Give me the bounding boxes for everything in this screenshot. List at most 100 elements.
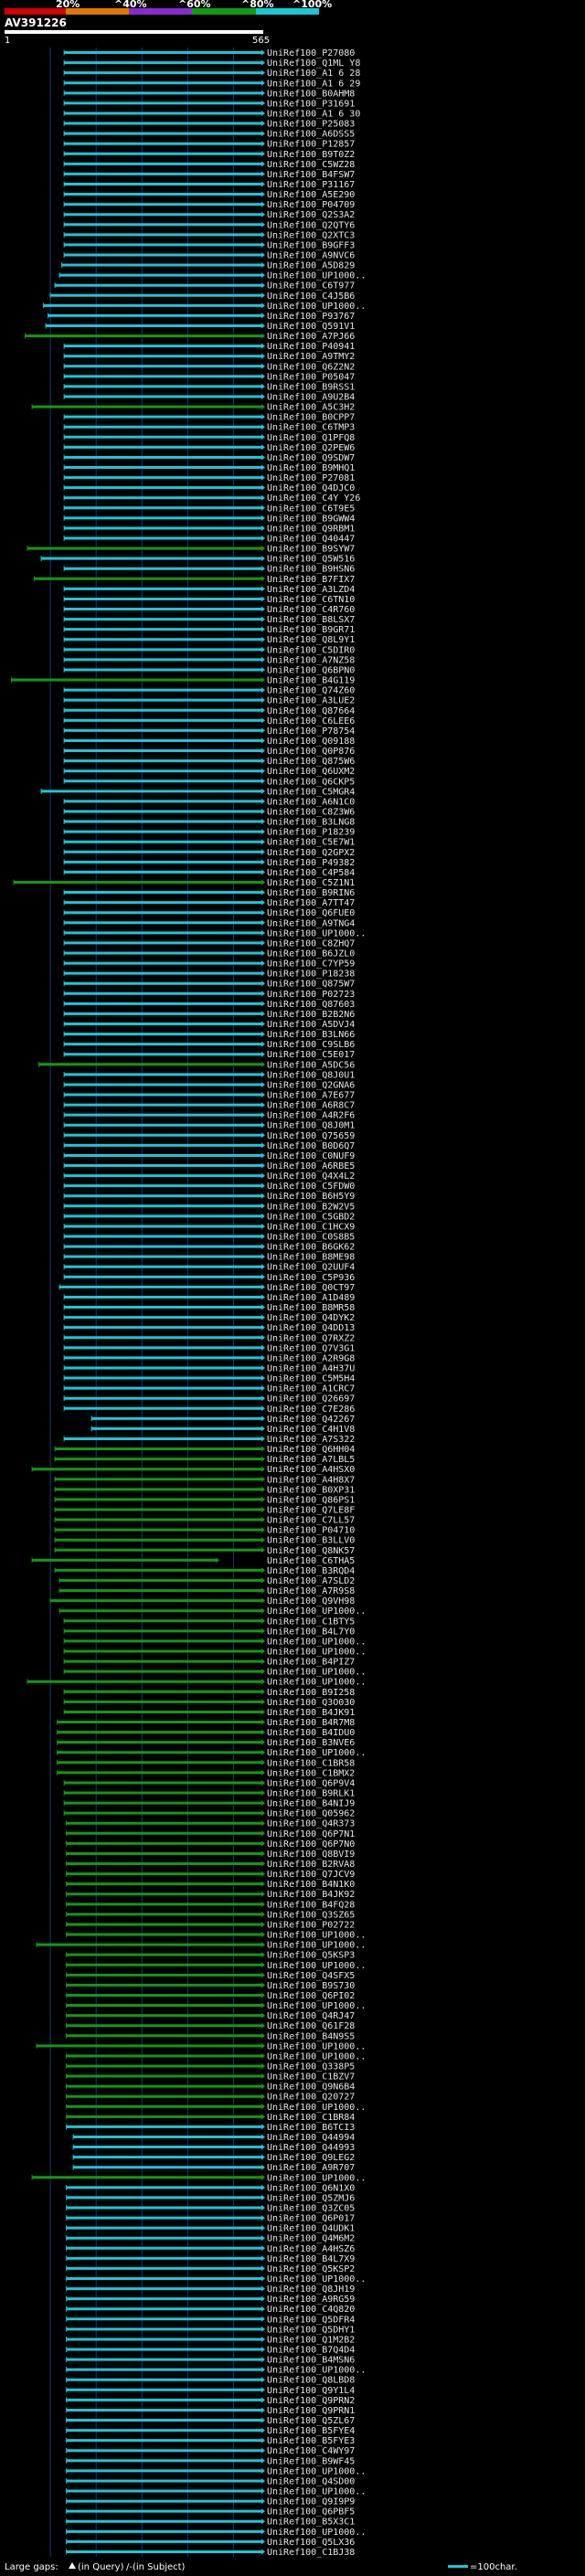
hit-label[interactable]: UniRef100_Q7JCV9 (267, 1870, 355, 1880)
hit-label[interactable]: UniRef100_Q2UUF4 (267, 1263, 355, 1273)
hit-label[interactable]: UniRef100_A4H37U (267, 1363, 355, 1373)
hit-label[interactable]: UniRef100_B3RQD4 (267, 1566, 355, 1576)
hit-label[interactable]: UniRef100_C6T9E5 (267, 504, 355, 514)
hit-label[interactable]: UniRef100_UP1000.. (267, 2051, 366, 2062)
hit-label[interactable]: UniRef100_A6DSS5 (267, 130, 355, 140)
hit-label[interactable]: UniRef100_A7R9S8 (267, 1586, 355, 1596)
hit-label[interactable]: UniRef100_C6T977 (267, 281, 355, 292)
hit-label[interactable]: UniRef100_UP1000.. (267, 1931, 366, 1941)
hit-label[interactable]: UniRef100_A5C3H2 (267, 403, 355, 413)
hit-label[interactable]: UniRef100_B9RIN6 (267, 888, 355, 898)
hit-label[interactable]: UniRef100_Q3SZ65 (267, 1910, 355, 1920)
hit-label[interactable]: UniRef100_B9S730 (267, 1981, 355, 1991)
hit-label[interactable]: UniRef100_Q9Y1L4 (267, 2386, 355, 2396)
hit-label[interactable]: UniRef100_P04710 (267, 1526, 355, 1536)
hit-label[interactable]: UniRef100_B5X3C1 (267, 2518, 355, 2528)
hit-label[interactable]: UniRef100_Q8LBD8 (267, 2376, 355, 2386)
hit-label[interactable]: UniRef100_P18238 (267, 970, 355, 980)
hit-label[interactable]: UniRef100_Q74Z60 (267, 686, 355, 696)
hit-label[interactable]: UniRef100_Q1ML Y8 (267, 58, 360, 69)
hit-label[interactable]: UniRef100_Q75659 (267, 1131, 355, 1141)
hit-label[interactable]: UniRef100_C8Z3W6 (267, 807, 355, 817)
hit-label[interactable]: UniRef100_B2B2N6 (267, 1010, 355, 1020)
hit-label[interactable]: UniRef100_C4Q820 (267, 2305, 355, 2315)
hit-label[interactable]: UniRef100_P40941 (267, 342, 355, 352)
hit-label[interactable]: UniRef100_C4Y Y26 (267, 493, 360, 504)
hit-label[interactable]: UniRef100_B8LSX7 (267, 615, 355, 625)
hit-label[interactable]: UniRef100_Q42267 (267, 1415, 355, 1425)
hit-label[interactable]: UniRef100_B4PIZ7 (267, 1658, 355, 1668)
hit-label[interactable]: UniRef100_C5E017 (267, 1050, 355, 1060)
hit-label[interactable]: UniRef100_Q338P5 (267, 2062, 355, 2072)
hit-label[interactable]: UniRef100_B4L7X9 (267, 2254, 355, 2264)
hit-label[interactable]: UniRef100_A7E677 (267, 1091, 355, 1101)
hit-label[interactable]: UniRef100_A1CRC7 (267, 1384, 355, 1394)
hit-label[interactable]: UniRef100_C1BZV7 (267, 2072, 355, 2083)
hit-label[interactable]: UniRef100_Q5W516 (267, 555, 355, 565)
hit-label[interactable]: UniRef100_P31691 (267, 99, 355, 109)
hit-label[interactable]: UniRef100_Q9LEG2 (267, 2153, 355, 2163)
hit-label[interactable]: UniRef100_A1 6 29 (267, 79, 360, 89)
hit-label[interactable]: UniRef100_Q9PRN1 (267, 2406, 355, 2416)
hit-label[interactable]: UniRef100_Q9N6B4 (267, 2083, 355, 2093)
hit-label[interactable]: UniRef100_UP1000.. (267, 928, 366, 938)
hit-label[interactable]: UniRef100_Q61F28 (267, 2021, 355, 2031)
hit-label[interactable]: UniRef100_UP1000.. (267, 1941, 366, 1951)
hit-label[interactable]: UniRef100_B6H5Y9 (267, 1192, 355, 1202)
hit-label[interactable]: UniRef100_B0AHM8 (267, 89, 355, 99)
hit-label[interactable]: UniRef100_A5D829 (267, 261, 355, 271)
hit-label[interactable]: UniRef100_B2RVA8 (267, 1860, 355, 1870)
hit-label[interactable]: UniRef100_B4MSN6 (267, 2356, 355, 2366)
hit-label[interactable]: UniRef100_Q6HH04 (267, 1445, 355, 1455)
hit-label[interactable]: UniRef100_B6JZL0 (267, 949, 355, 959)
hit-label[interactable]: UniRef100_Q6P7N0 (267, 1839, 355, 1850)
hit-label[interactable]: UniRef100_Q87664 (267, 706, 355, 716)
hit-label[interactable]: UniRef100_Q6PI02 (267, 1991, 355, 2001)
hit-label[interactable]: UniRef100_C7LL57 (267, 1516, 355, 1526)
hit-label[interactable]: UniRef100_P05047 (267, 372, 355, 382)
hit-label[interactable]: UniRef100_C5E7W1 (267, 838, 355, 848)
hit-label[interactable]: UniRef100_UP1000.. (267, 1748, 366, 1758)
hit-label[interactable]: UniRef100_P27081 (267, 473, 355, 483)
hit-label[interactable]: UniRef100_A9RG59 (267, 2295, 355, 2305)
hit-label[interactable]: UniRef100_Q6CKP5 (267, 777, 355, 787)
hit-label[interactable]: UniRef100_A1 6 28 (267, 69, 360, 79)
hit-label[interactable]: UniRef100_UP1000.. (267, 2103, 366, 2113)
hit-label[interactable]: UniRef100_A7S322 (267, 1435, 355, 1445)
hit-label[interactable]: UniRef100_Q7LE8F (267, 1505, 355, 1515)
hit-label[interactable]: UniRef100_UP1000.. (267, 2528, 366, 2538)
hit-label[interactable]: UniRef100_B4N1K0 (267, 1880, 355, 1890)
hit-label[interactable]: UniRef100_B4IDU0 (267, 1728, 355, 1738)
hit-label[interactable]: UniRef100_UP1000.. (267, 1668, 366, 1678)
hit-label[interactable]: UniRef100_Q8NK57 (267, 1546, 355, 1556)
hit-label[interactable]: UniRef100_Q6UXM2 (267, 767, 355, 777)
hit-label[interactable]: UniRef100_Q4RJ47 (267, 2011, 355, 2021)
hit-label[interactable]: UniRef100_A7TT47 (267, 898, 355, 908)
hit-label[interactable]: UniRef100_A4H8X7 (267, 1475, 355, 1485)
hit-label[interactable]: UniRef100_A4HSZ6 (267, 2244, 355, 2254)
hit-label[interactable]: UniRef100_Q09188 (267, 737, 355, 747)
hit-label[interactable]: UniRef100_B9I258 (267, 1688, 355, 1698)
hit-label[interactable]: UniRef100_B3LLV0 (267, 1536, 355, 1546)
hit-label[interactable]: UniRef100_B9GWW4 (267, 514, 355, 524)
hit-label[interactable]: UniRef100_C5MGR4 (267, 787, 355, 797)
hit-label[interactable]: UniRef100_Q2GNA6 (267, 1080, 355, 1090)
hit-label[interactable]: UniRef100_Q20727 (267, 2093, 355, 2103)
hit-label[interactable]: UniRef100_B9MHQ1 (267, 463, 355, 473)
hit-label[interactable]: UniRef100_Q6Z2N2 (267, 362, 355, 372)
hit-label[interactable]: UniRef100_C4WY97 (267, 2446, 355, 2456)
hit-label[interactable]: UniRef100_UP1000.. (267, 2466, 366, 2476)
hit-label[interactable]: UniRef100_Q5ZMJ6 (267, 2193, 355, 2203)
hit-label[interactable]: UniRef100_B4JK91 (267, 1708, 355, 1718)
hit-label[interactable]: UniRef100_B5FYE3 (267, 2436, 355, 2446)
hit-label[interactable]: UniRef100_P93767 (267, 312, 355, 322)
hit-label[interactable]: UniRef100_A7NZ58 (267, 655, 355, 665)
hit-label[interactable]: UniRef100_Q8JH19 (267, 2284, 355, 2295)
hit-label[interactable]: UniRef100_P25083 (267, 120, 355, 130)
hit-label[interactable]: UniRef100_Q87603 (267, 1000, 355, 1010)
hit-label[interactable]: UniRef100_C1BJ38 (267, 2548, 355, 2558)
hit-label[interactable]: UniRef100_Q7RXZ2 (267, 1333, 355, 1343)
hit-label[interactable]: UniRef100_Q875W7 (267, 980, 355, 990)
hit-label[interactable]: UniRef100_B3LNG8 (267, 818, 355, 828)
hit-label[interactable]: UniRef100_Q26697 (267, 1394, 355, 1405)
